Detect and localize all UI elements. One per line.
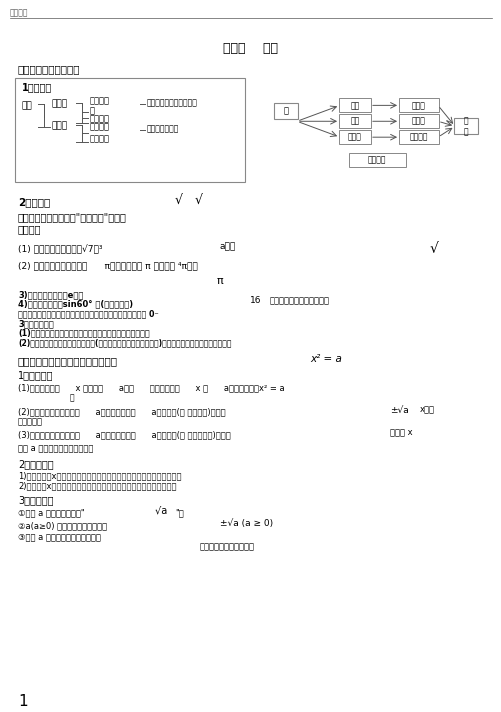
Text: 立方: 立方 bbox=[350, 117, 359, 126]
Text: 1、数的分: 1、数的分 bbox=[22, 83, 52, 93]
Text: ②a(a≥0) 的平方根的标准表达式: ②a(a≥0) 的平方根的标准表达式 bbox=[18, 521, 107, 530]
Text: 16: 16 bbox=[249, 296, 261, 305]
Text: 数: 数 bbox=[283, 107, 288, 116]
FancyBboxPatch shape bbox=[398, 115, 438, 128]
Text: 在理解无理数，要抓住"无穷不循"一点，: 在理解无理数，要抓住"无穷不循"一点， bbox=[18, 211, 127, 221]
Text: 考点一、数的概点及分: 考点一、数的概点及分 bbox=[18, 65, 80, 75]
Text: 3、特别注意：: 3、特别注意： bbox=[18, 319, 54, 328]
Text: "。: "。 bbox=[175, 508, 183, 517]
Text: 考点二、平方根、算平方根、立方根: 考点二、平方根、算平方根、立方根 bbox=[18, 356, 118, 366]
Text: 正无理数: 正无理数 bbox=[90, 122, 110, 131]
Text: 是有理数，而不是无理数。: 是有理数，而不是无理数。 bbox=[270, 296, 329, 305]
Text: (1) 开方开不尽的数，如√7，³: (1) 开方开不尽的数，如√7，³ bbox=[18, 244, 102, 254]
FancyBboxPatch shape bbox=[398, 98, 438, 112]
FancyBboxPatch shape bbox=[338, 115, 370, 128]
Text: 以次方根: 以次方根 bbox=[409, 132, 427, 142]
Text: √: √ bbox=[429, 241, 438, 256]
Text: (1)无限小数中有无穷无限小数，还无理数是无穷不循小数；: (1)无限小数中有无穷无限小数，还无理数是无穷不循小数； bbox=[18, 328, 149, 337]
FancyBboxPatch shape bbox=[15, 78, 244, 182]
Text: ±√a (a ≥ 0): ±√a (a ≥ 0) bbox=[219, 519, 273, 528]
Text: 无限不循环小数: 无限不循环小数 bbox=[147, 125, 179, 133]
Text: 无理数: 无理数 bbox=[52, 121, 68, 130]
Text: 2、运算名称: 2、运算名称 bbox=[18, 459, 54, 469]
Text: (2) 有特定意的数，如周率      π，或化后含有 π 的数，如 ⁴π等；: (2) 有特定意的数，如周率 π，或化后含有 π 的数，如 ⁴π等； bbox=[18, 261, 197, 271]
FancyBboxPatch shape bbox=[453, 118, 477, 134]
Text: 1: 1 bbox=[18, 694, 28, 709]
Text: 叫做 a 的立方根，用表示，比中: 叫做 a 的立方根，用表示，比中 bbox=[18, 444, 93, 454]
FancyBboxPatch shape bbox=[398, 130, 438, 144]
Text: 正有理数: 正有理数 bbox=[90, 96, 110, 105]
Text: 平: 平 bbox=[70, 394, 75, 403]
Text: 互逆运算: 互逆运算 bbox=[367, 155, 385, 164]
Text: (3)假如一个数的立方等于      a，那么个数叫做      a的立方根(或 的三次方根)，因如: (3)假如一个数的立方等于 a，那么个数叫做 a的立方根(或 的三次方根)，因如 bbox=[18, 431, 230, 439]
Text: 平方: 平方 bbox=[350, 101, 359, 110]
Text: π: π bbox=[216, 276, 223, 286]
Text: 负有理数: 负有理数 bbox=[90, 115, 110, 123]
Text: 精选文档: 精选文档 bbox=[10, 8, 29, 17]
Text: 起来有四: 起来有四 bbox=[18, 225, 42, 235]
Text: 负无理数: 负无理数 bbox=[90, 134, 110, 143]
Text: 运
算: 运 算 bbox=[463, 117, 467, 136]
Text: a等；: a等； bbox=[219, 243, 236, 251]
Text: 1)求一个正数x的平方根的运算，叫做开平方，开平方与平方互逆运算。: 1)求一个正数x的平方根的运算，叫做开平方，开平方与平方互逆运算。 bbox=[18, 471, 181, 480]
Text: √   √: √ √ bbox=[175, 194, 202, 207]
Text: 2)求一个数x的立方根的运算，叫做开立方，开立方与立方互逆运算。: 2)求一个数x的立方根的运算，叫做开立方，开立方与立方互逆运算。 bbox=[18, 481, 176, 490]
Text: 有理数: 有理数 bbox=[52, 100, 68, 108]
Text: 4)是三角函数，如sin60° 等(在的三角出): 4)是三角函数，如sin60° 等(在的三角出) bbox=[18, 299, 133, 308]
FancyBboxPatch shape bbox=[338, 98, 370, 112]
Text: 开次方: 开次方 bbox=[347, 132, 361, 142]
Text: (1)假如一个正数      x 的平方等      a，那      ，那么个正数      x 叫      a的算平方根，x² = a: (1)假如一个正数 x 的平方等 a，那 ，那么个正数 x 叫 a的算平方根，x… bbox=[18, 384, 284, 393]
Text: (2)假如一个数的平方等于      a，那么个数叫做      a的平方根(或 二次方根)，因如: (2)假如一个数的平方等于 a，那么个数叫做 a的平方根(或 二次方根)，因如 bbox=[18, 407, 225, 417]
Text: ①正数 a 的算平方根，作": ①正数 a 的算平方根，作" bbox=[18, 508, 85, 517]
FancyBboxPatch shape bbox=[274, 103, 298, 120]
Text: 有限小数或无限循环小数: 有限小数或无限循环小数 bbox=[147, 98, 197, 108]
Text: 平方根: 平方根 bbox=[411, 101, 425, 110]
Text: 2、无理数: 2、无理数 bbox=[18, 197, 50, 206]
Text: ，那么 x: ，那么 x bbox=[389, 429, 412, 437]
Text: 实数: 实数 bbox=[22, 101, 33, 110]
FancyBboxPatch shape bbox=[338, 130, 370, 144]
Text: 判断一个数是不是无理数，不可以用等形式，需等定基某，如 0⁻: 判断一个数是不是无理数，不可以用等形式，需等定基某，如 0⁻ bbox=[18, 309, 158, 318]
Text: x² = a: x² = a bbox=[310, 354, 341, 364]
Text: 零: 零 bbox=[90, 106, 95, 115]
Text: 是被平方根，是根指数。: 是被平方根，是根指数。 bbox=[199, 543, 255, 552]
Text: ③一个 a 的立方根，用表示，比中: ③一个 a 的立方根，用表示，比中 bbox=[18, 533, 101, 542]
Text: √a: √a bbox=[155, 506, 170, 516]
Text: 第六章    实数: 第六章 实数 bbox=[223, 42, 278, 55]
Text: 3、运算符号: 3、运算符号 bbox=[18, 495, 54, 505]
Text: 的平方根。: 的平方根。 bbox=[18, 417, 43, 426]
FancyBboxPatch shape bbox=[348, 153, 405, 167]
Text: ±√a: ±√a bbox=[389, 406, 408, 414]
Text: 立方根: 立方根 bbox=[411, 117, 425, 126]
Text: 1、概点、定: 1、概点、定 bbox=[18, 370, 54, 379]
Text: x叫做: x叫做 bbox=[419, 406, 434, 414]
Text: 3)有特定的的数，如e等；: 3)有特定的的数，如e等； bbox=[18, 290, 83, 299]
Text: (2)有理的有理数能写成分数的形式(根数起算写作成分数）的分数)，而无理数不可以写成分数形式。: (2)有理的有理数能写成分数的形式(根数起算写作成分数）的分数)，而无理数不可以… bbox=[18, 338, 231, 347]
